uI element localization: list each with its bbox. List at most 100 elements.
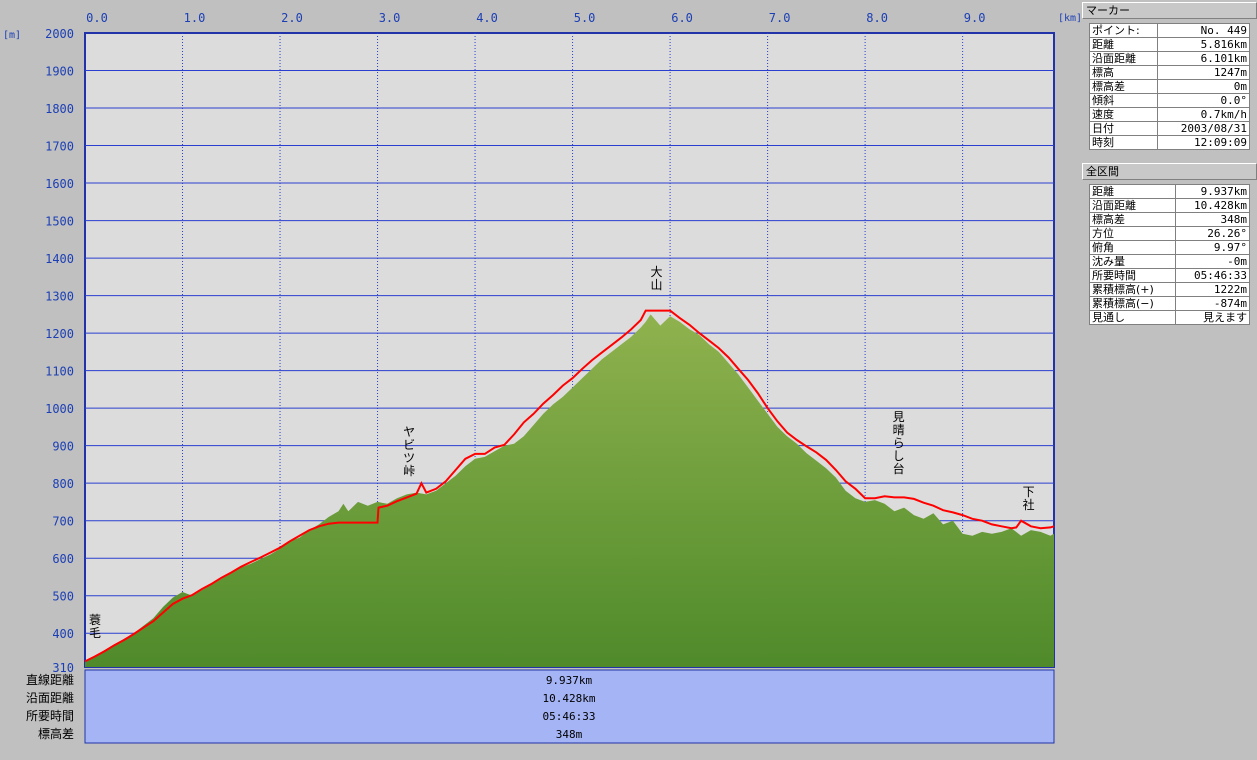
x-tick-label: 9.0 xyxy=(964,11,986,25)
panel-row-label: 沿面距離 xyxy=(1089,198,1176,213)
y-tick-label: 1900 xyxy=(45,65,74,79)
waypoint-char: ヤ xyxy=(403,425,415,439)
panel-row-value: 2003/08/31 xyxy=(1157,121,1250,136)
panel-row: 方位 26.26° xyxy=(1089,226,1251,241)
panel-row-value: 0.0° xyxy=(1157,93,1250,108)
section-panel: 全区間 距離 9.937km 沿面距離 10.428km 標高差 348m 方位 26.26°… xyxy=(1082,163,1257,325)
panel-row: 見通し 見えます xyxy=(1089,310,1251,325)
y-tick-label: 1200 xyxy=(45,327,74,341)
panel-row-label: 傾斜 xyxy=(1088,93,1159,108)
panel-row: 時刻 12:09:09 xyxy=(1088,135,1250,150)
track-line xyxy=(84,309,1055,663)
summary-label: 直線距離 xyxy=(26,672,74,687)
summary-value: 10.428km xyxy=(543,692,596,705)
y-tick-label: 500 xyxy=(52,590,74,604)
panel-row-value: 0.7km/h xyxy=(1157,107,1250,122)
waypoint-char: ら xyxy=(893,436,905,450)
summary-value: 348m xyxy=(556,728,583,741)
panel-row-value: 9.937km xyxy=(1174,184,1251,199)
panel-row-value: 1247m xyxy=(1157,65,1250,80)
panel-row-label: 見通し xyxy=(1089,310,1176,325)
summary-label: 沿面距離 xyxy=(26,691,74,705)
summary-value: 9.937km xyxy=(546,674,593,687)
panel-row-value: 10.428km xyxy=(1174,198,1251,213)
y-tick-label: 1300 xyxy=(45,290,74,304)
x-tick-label: 8.0 xyxy=(866,11,888,25)
waypoint-char: 晴 xyxy=(893,423,905,437)
panel-row-label: 日付 xyxy=(1088,121,1159,136)
panel-row: 俯角 9.97° xyxy=(1089,240,1251,255)
y-tick-label: 700 xyxy=(52,515,74,529)
marker-table: ポイント: No. 449 距離 5.816km 沿面距離 6.101km 標高 1247m 標… xyxy=(1088,23,1250,150)
panel-row-label: 距離 xyxy=(1088,37,1159,52)
waypoint-char: 台 xyxy=(893,461,905,476)
panel-row-label: 沈み量 xyxy=(1089,254,1176,269)
summary-label: 標高差 xyxy=(38,726,74,741)
x-tick-label: 6.0 xyxy=(671,11,693,25)
y-tick-label: 1800 xyxy=(45,102,74,116)
marker-panel-title: マーカー xyxy=(1082,2,1257,19)
y-tick-label: 2000 xyxy=(45,27,74,41)
section-panel-title: 全区間 xyxy=(1082,163,1257,180)
panel-row-label: 累積標高(−) xyxy=(1089,296,1176,311)
y-axis-ticks: 400 500 600 700 800 900 1000 1100 1200 1300 1400 15… xyxy=(45,27,74,641)
panel-row-value: 12:09:09 xyxy=(1157,135,1250,150)
panel-row-label: ポイント: xyxy=(1088,23,1159,38)
panel-row: 標高差 0m xyxy=(1088,79,1250,94)
panel-row: 沿面距離 6.101km xyxy=(1088,51,1250,66)
panel-row: 沈み量 -0m xyxy=(1089,254,1251,269)
waypoint-char: 社 xyxy=(1023,497,1035,512)
panel-row-label: 所要時間 xyxy=(1089,268,1176,283)
panel-row: 所要時間 05:46:33 xyxy=(1089,268,1251,283)
panel-row-value: -0m xyxy=(1174,254,1251,269)
y-tick-label: 1400 xyxy=(45,252,74,266)
panel-row: 累積標高(+) 1222m xyxy=(1089,282,1251,297)
y-tick-label: 400 xyxy=(52,627,74,641)
waypoint-label: 蓑毛 xyxy=(89,613,101,640)
x-tick-label: 2.0 xyxy=(281,11,303,25)
x-tick-label: 5.0 xyxy=(574,11,596,25)
panel-row: 日付 2003/08/31 xyxy=(1088,121,1250,136)
panel-row: 速度 0.7km/h xyxy=(1088,107,1250,122)
y-tick-label: 1500 xyxy=(45,215,74,229)
waypoint-char: 見 xyxy=(893,410,905,424)
terrain-area xyxy=(85,314,1054,667)
panel-row-label: 標高差 xyxy=(1089,212,1176,227)
panel-row: ポイント: No. 449 xyxy=(1088,23,1250,38)
waypoint-char: ツ xyxy=(403,451,415,465)
panel-row-label: 沿面距離 xyxy=(1088,51,1159,66)
panel-row: 累積標高(−) -874m xyxy=(1089,296,1251,311)
panel-row-value: 5.816km xyxy=(1157,37,1250,52)
panel-row-label: 速度 xyxy=(1088,107,1159,122)
panel-row-label: 方位 xyxy=(1089,226,1176,241)
panel-row-label: 標高 xyxy=(1088,65,1159,80)
panel-row: 標高 1247m xyxy=(1088,65,1250,80)
x-tick-label: 7.0 xyxy=(769,11,791,25)
waypoint-char: 大 xyxy=(651,265,663,279)
waypoint-label: 下社 xyxy=(1023,485,1035,512)
y-tick-label: 600 xyxy=(52,552,74,566)
panel-row: 距離 5.816km xyxy=(1088,37,1250,52)
y-tick-label: 800 xyxy=(52,477,74,491)
waypoint-char: 山 xyxy=(651,278,663,292)
panel-row: 距離 9.937km xyxy=(1089,184,1251,199)
summary-rows: 直線距離 9.937km 沿面距離 10.428km 所要時間 05:46:33 標高差 34… xyxy=(26,672,596,741)
section-table: 距離 9.937km 沿面距離 10.428km 標高差 348m 方位 26.26° 俯角 9.… xyxy=(1089,184,1251,325)
y-unit-label: [m] xyxy=(3,30,21,41)
waypoint-char: 蓑 xyxy=(89,613,101,627)
panel-row-value: 26.26° xyxy=(1174,226,1251,241)
panel-row-value: No. 449 xyxy=(1157,23,1250,38)
y-tick-label: 900 xyxy=(52,440,74,454)
panel-row: 沿面距離 10.428km xyxy=(1089,198,1251,213)
summary-label: 所要時間 xyxy=(26,709,74,723)
y-tick-label: 1600 xyxy=(45,177,74,191)
marker-panel: マーカー ポイント: No. 449 距離 5.816km 沿面距離 6.101km 標高 1… xyxy=(1082,2,1257,150)
panel-row-value: -874m xyxy=(1174,296,1251,311)
waypoint-char: ビ xyxy=(403,438,415,452)
x-tick-label: 1.0 xyxy=(184,11,206,25)
panel-row: 標高差 348m xyxy=(1089,212,1251,227)
waypoint-char: し xyxy=(893,449,905,463)
panel-row-value: 05:46:33 xyxy=(1174,268,1251,283)
